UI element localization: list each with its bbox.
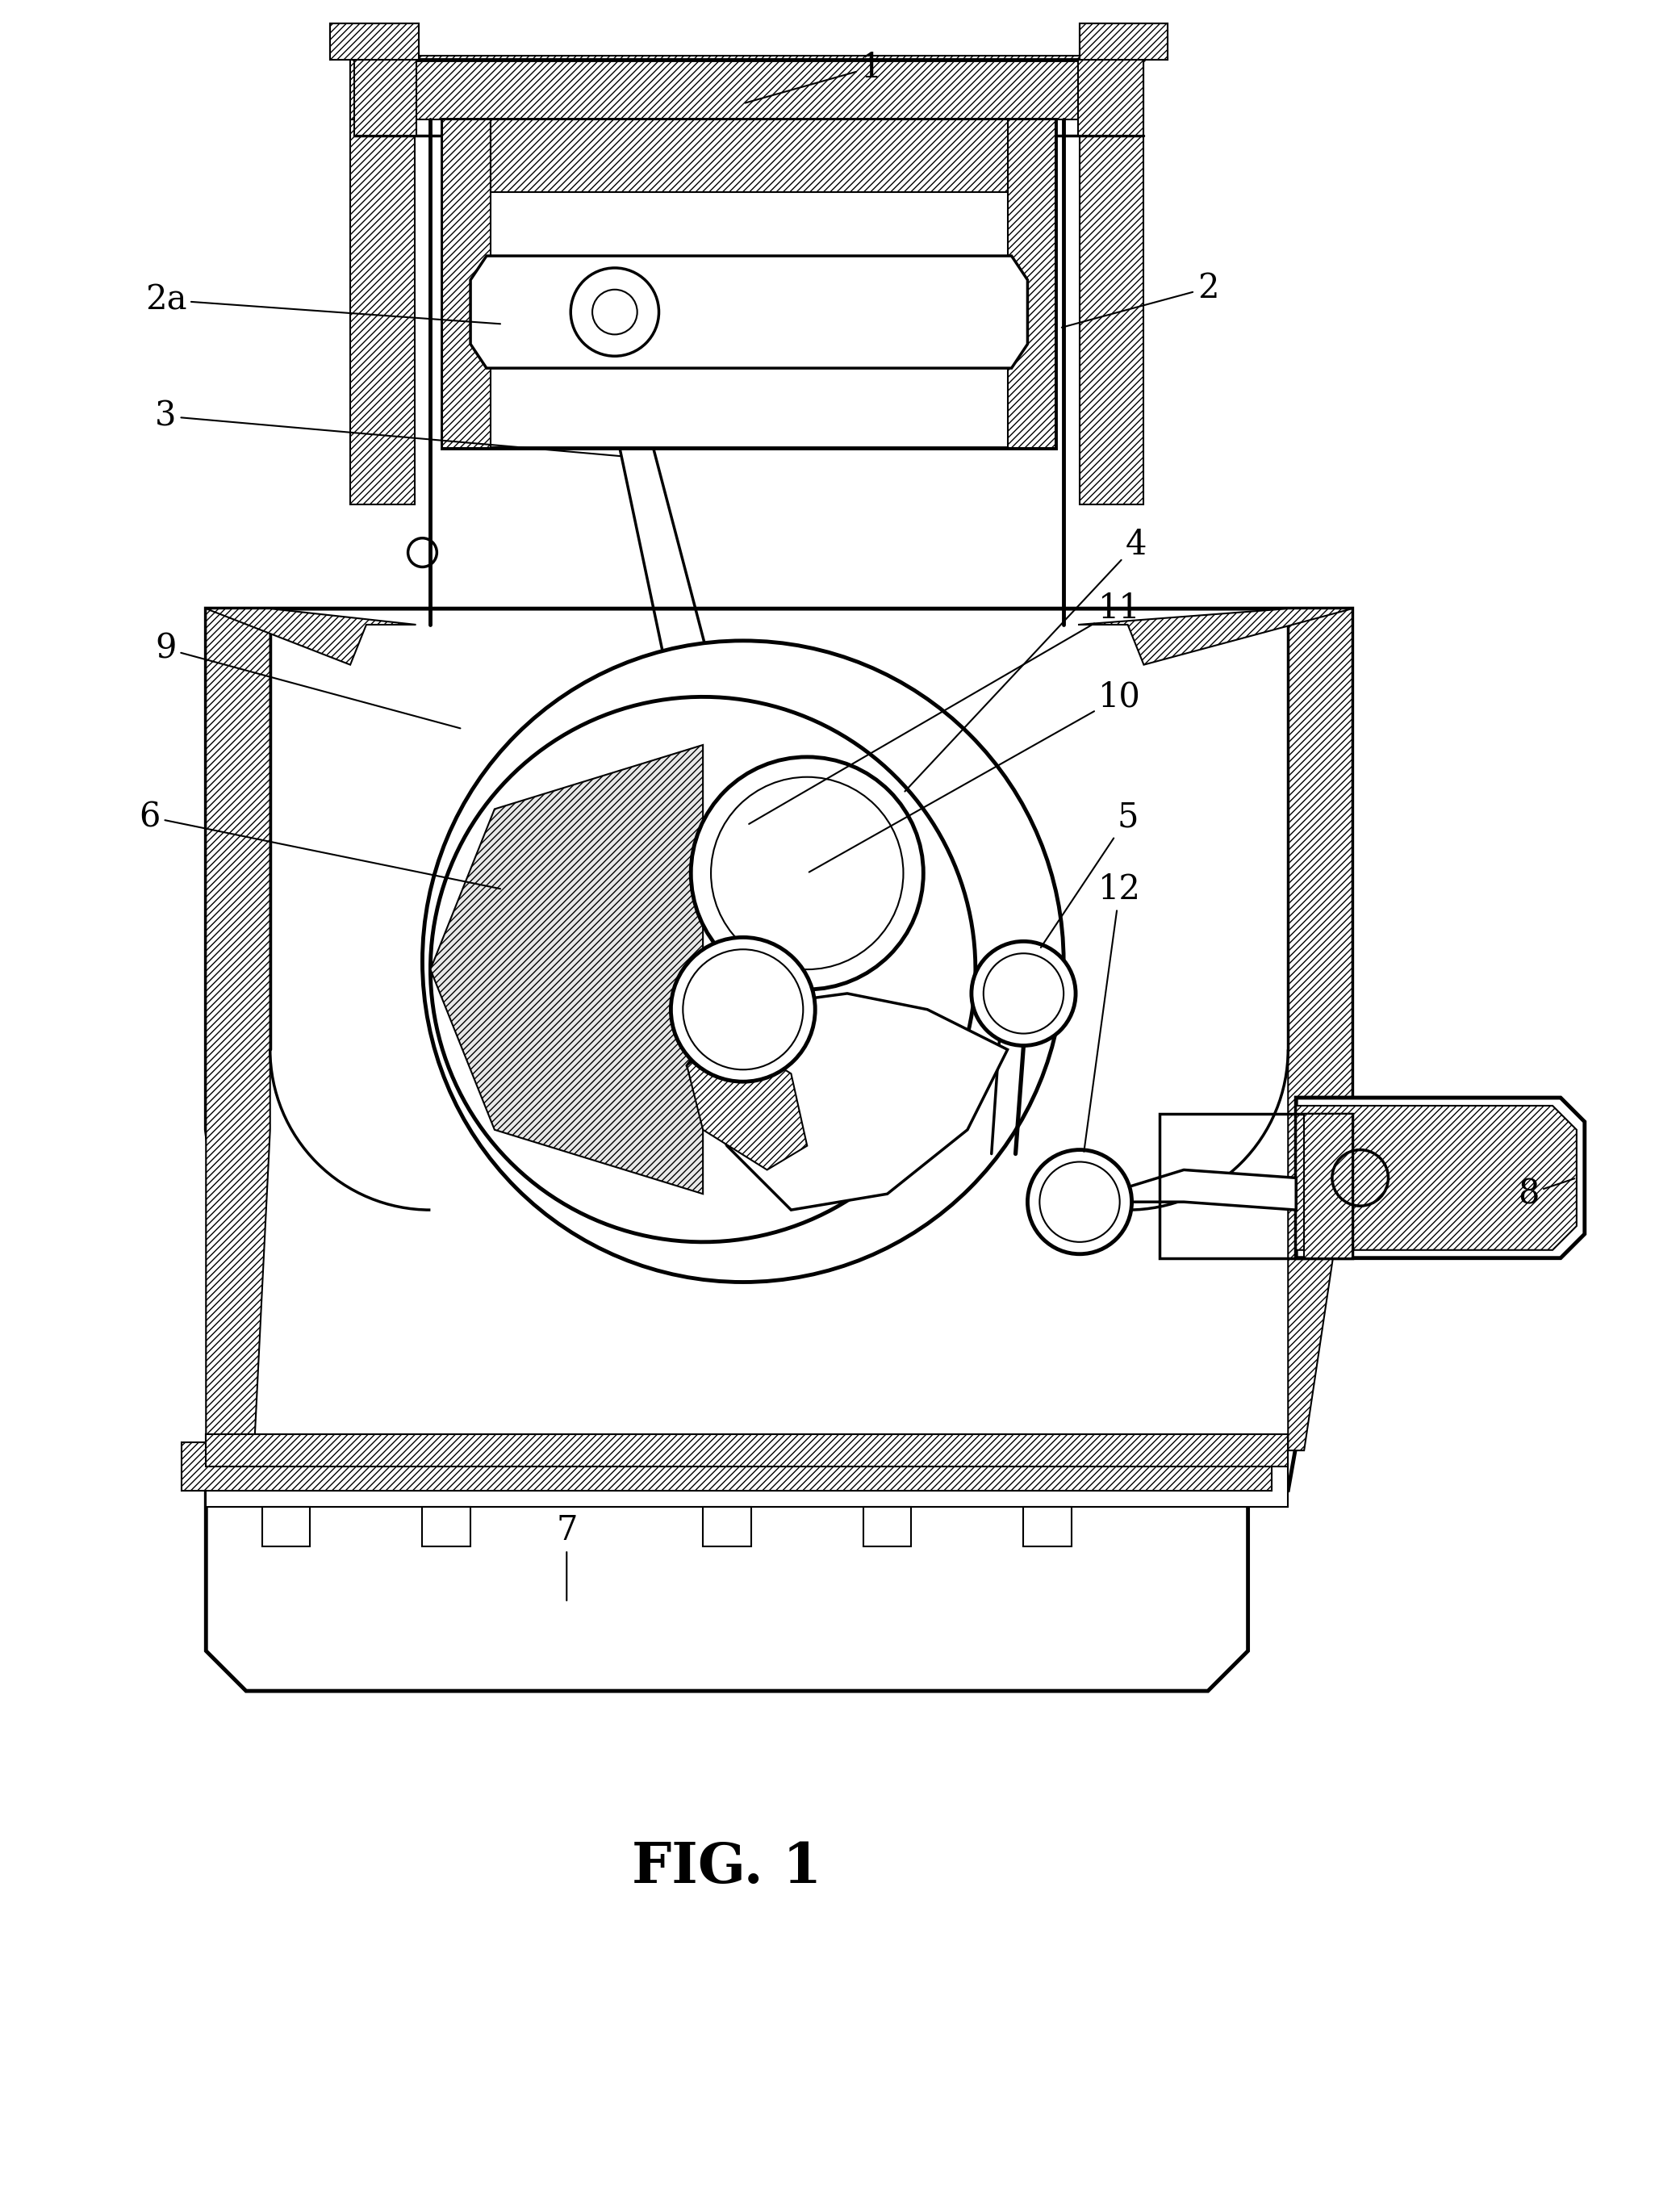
Text: 4: 4 xyxy=(906,527,1146,792)
Polygon shape xyxy=(1295,1105,1576,1250)
Text: 7: 7 xyxy=(556,1513,578,1601)
Text: 1: 1 xyxy=(746,51,882,104)
Polygon shape xyxy=(331,24,418,60)
Circle shape xyxy=(1028,1149,1132,1255)
Polygon shape xyxy=(1080,55,1144,505)
Polygon shape xyxy=(687,994,1008,1211)
Text: 8: 8 xyxy=(1517,1177,1574,1211)
Text: 12: 12 xyxy=(1084,873,1141,1151)
Polygon shape xyxy=(207,609,270,1451)
Polygon shape xyxy=(1080,24,1168,60)
Polygon shape xyxy=(687,1034,806,1171)
Polygon shape xyxy=(207,1435,1289,1466)
Polygon shape xyxy=(422,1506,470,1546)
Polygon shape xyxy=(702,1506,751,1546)
Circle shape xyxy=(670,937,815,1083)
Polygon shape xyxy=(207,1466,1248,1691)
Polygon shape xyxy=(349,55,415,505)
Polygon shape xyxy=(1079,60,1144,137)
Text: 2: 2 xyxy=(1062,271,1218,329)
Text: 6: 6 xyxy=(139,800,501,889)
Polygon shape xyxy=(1080,1171,1295,1211)
Polygon shape xyxy=(470,256,1028,368)
Polygon shape xyxy=(491,119,1008,192)
Text: 5: 5 xyxy=(1042,800,1139,948)
Polygon shape xyxy=(1023,1506,1072,1546)
Text: 11: 11 xyxy=(749,591,1141,825)
Polygon shape xyxy=(1304,1114,1352,1259)
Polygon shape xyxy=(1295,1098,1584,1259)
Polygon shape xyxy=(207,609,417,664)
Polygon shape xyxy=(354,60,417,137)
Circle shape xyxy=(971,942,1075,1045)
Polygon shape xyxy=(207,1435,1289,1506)
Polygon shape xyxy=(1008,119,1055,448)
Polygon shape xyxy=(207,609,1352,1555)
Polygon shape xyxy=(442,119,1055,448)
Text: 9: 9 xyxy=(155,633,460,728)
Text: 3: 3 xyxy=(155,399,620,456)
Text: FIG. 1: FIG. 1 xyxy=(632,1841,822,1894)
Polygon shape xyxy=(1289,609,1352,1451)
Polygon shape xyxy=(181,1442,1272,1491)
Text: 10: 10 xyxy=(810,679,1141,873)
Text: 2a: 2a xyxy=(144,282,501,324)
Circle shape xyxy=(690,756,924,990)
Polygon shape xyxy=(349,55,1144,119)
Polygon shape xyxy=(442,119,491,448)
Polygon shape xyxy=(864,1506,911,1546)
Polygon shape xyxy=(1079,609,1352,664)
Polygon shape xyxy=(262,1506,311,1546)
Polygon shape xyxy=(430,697,976,1241)
Circle shape xyxy=(422,642,1063,1281)
Polygon shape xyxy=(430,745,702,1193)
